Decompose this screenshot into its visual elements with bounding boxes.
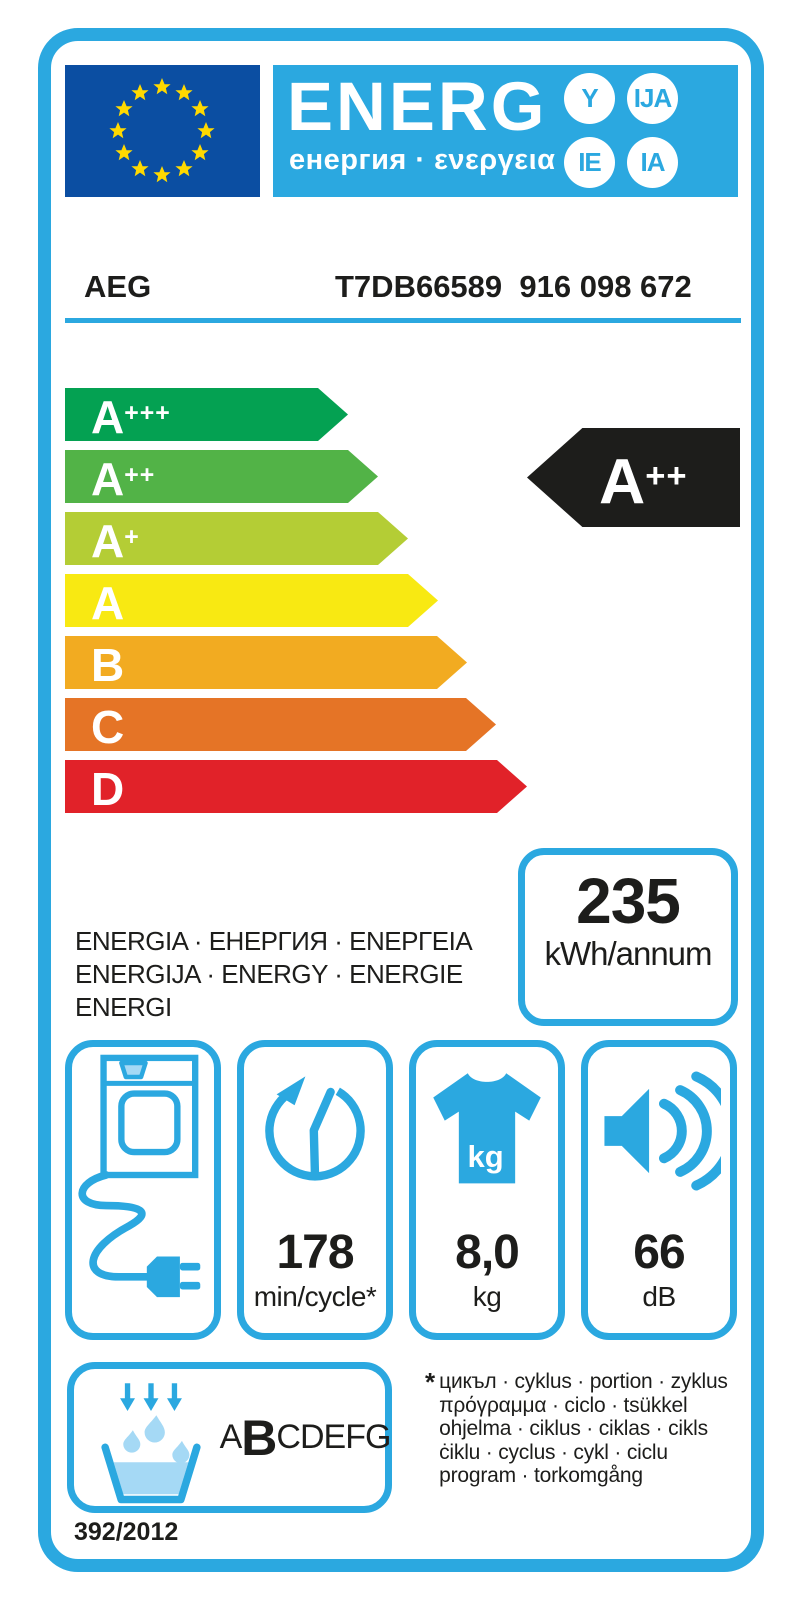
tshirt-icon: kg [416,1047,558,1217]
energy-class-bar-app: A++ [65,450,378,503]
condensation-class-letters: A B CDEFG [219,1409,392,1466]
ending-circle-ie: IE [564,137,615,188]
energ-subtitle: енергия · ενεργεια [289,144,556,176]
footnote-marker: * [425,1367,436,1397]
model-number: T7DB66589 916 098 672 [335,269,692,304]
annual-consumption-unit: kWh/annum [544,935,712,972]
energy-class-bar-d: D [65,760,527,813]
energy-class-bar-a: A [65,574,438,627]
annual-consumption-box: 235 kWh/annum [518,848,738,1026]
capacity-box: kg 8,0 kg [409,1040,565,1340]
cycle-time-box: 178 min/cycle* [237,1040,393,1340]
cycle-time-unit: min/cycle* [253,1281,377,1312]
energy-words-line: ENERGIA · ЕНЕРГИЯ · ENEPΓEIA [75,926,473,956]
regulation-number: 392/2012 [74,1518,179,1546]
capacity-unit: kg [472,1281,502,1312]
footnote-line: цикъл · cyklus · portion · zyklus [439,1370,728,1393]
header-divider [65,318,741,323]
footnote-line: ohjelma · ciklus · ciklas · cikls [439,1417,708,1440]
energy-words-line: ENERGIJA · ENERGY · ENERGIE [75,959,463,989]
footnote-line: πρόγραμμα · ciclo · tsükkel [439,1393,688,1417]
energy-class-bar-b: B [65,636,467,689]
speaker-icon [588,1047,730,1217]
cycle-clock-icon [244,1047,386,1217]
energy-words-line: ENERGI [75,992,172,1022]
energy-class-bar-ap: A+ [65,512,408,565]
cycle-footnote: * цикъл · cyklus · portion · zyklus πρόγ… [425,1367,755,1488]
ending-circle-y: Y [564,73,615,124]
rated-class-arrow: A++ [527,428,740,527]
energy-class-bar-appp: A+++ [65,388,348,441]
tshirt-kg-label: kg [467,1139,504,1174]
noise-box: 66 dB [581,1040,737,1340]
energy-label: ENERG енергия · ενεργεια Y IJA IE IA AEG… [38,28,764,1572]
energy-class-bar-c: C [65,698,496,751]
cycle-time-value: 178 [276,1226,354,1279]
brand-name: AEG [84,269,152,304]
ending-circle-ija: IJA [627,73,678,124]
condensation-icon [101,1383,201,1504]
dryer-plug-icon [72,1047,214,1298]
power-type-box [65,1040,221,1340]
condensation-efficiency-box: A B CDEFG [67,1362,392,1513]
annual-consumption-value: 235 [576,865,681,937]
capacity-value: 8,0 [455,1226,520,1279]
energ-title: ENERG [287,68,548,145]
footnote-line: program · torkomgång [439,1464,643,1487]
footnote-line: ċiklu · cyclus · cykl · ciclu [439,1440,668,1464]
noise-unit: dB [642,1281,676,1312]
eu-flag-logo [65,65,260,197]
energy-words: ENERGIA · ЕНЕРГИЯ · ENEPΓEIA ENERGIJA · … [75,925,473,1024]
ending-circle-ia: IA [627,137,678,188]
energy-class-scale: A+++ A++ A+ A B C D [65,388,545,822]
noise-value: 66 [633,1226,685,1279]
energ-header: ENERG енергия · ενεργεια Y IJA IE IA [273,65,738,197]
